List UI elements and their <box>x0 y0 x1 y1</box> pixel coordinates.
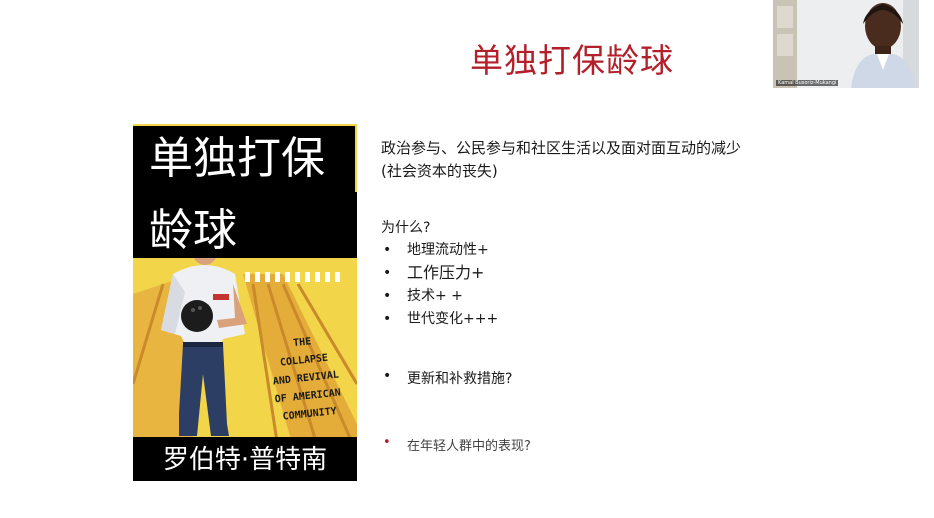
list-item: • 工作压力+ <box>381 262 498 285</box>
list-item-label: 世代变化+++ <box>407 311 499 327</box>
bullet-icon: • <box>383 368 392 384</box>
heading-line: (社会资本的丧失) <box>381 162 498 180</box>
list-item: • 世代变化+++ <box>381 308 498 331</box>
bullet-icon: • <box>383 242 392 258</box>
bullet-icon: • <box>383 288 392 304</box>
heading-line: 政治参与、公民参与和社区生活以及面对面互动的减少 <box>381 139 742 157</box>
youth-item: • 在年轻人群中的表现? <box>381 435 531 454</box>
why-label: 为什么? <box>381 220 431 236</box>
list-item: • 地理流动性+ <box>381 239 498 262</box>
slide-content: 政治参与、公民参与和社区生活以及面对面互动的减少 (社会资本的丧失) 为什么? … <box>381 137 821 454</box>
webcam-video-tile[interactable]: Kamal Busoriz-Mukangi <box>773 0 919 88</box>
reasons-list: • 地理流动性+ • 工作压力+ • 技术+ + • 世代变化+++ <box>381 239 498 331</box>
slide-heading: 政治参与、公民参与和社区生活以及面对面互动的减少 (社会资本的丧失) <box>381 137 821 183</box>
book-cover-image: 单独打保 龄球 THE COLLAPSE AND REVIVAL OF AMER… <box>133 124 357 481</box>
measures-item: • 更新和补救措施? <box>381 368 512 388</box>
youth-label: 在年轻人群中的表现? <box>407 439 531 454</box>
list-item: • 技术+ + <box>381 285 498 308</box>
bullet-icon: • <box>383 435 391 450</box>
bullet-icon: • <box>383 265 392 281</box>
list-item-label: 技术+ + <box>407 288 463 304</box>
measures-label: 更新和补救措施? <box>407 371 513 387</box>
speaker-video-frame <box>773 0 919 88</box>
participant-name: Kamal Busoriz-Mukangi <box>776 80 839 86</box>
book-author: 罗伯特·普特南 <box>133 437 357 481</box>
book-subtitle: THE COLLAPSE AND REVIVAL OF AMERICAN COM… <box>257 330 356 429</box>
list-item-label: 地理流动性+ <box>407 242 489 258</box>
bullet-icon: • <box>383 311 392 327</box>
book-title-line2: 龄球 <box>133 192 357 258</box>
list-item-label: 工作压力+ <box>407 263 485 282</box>
slide-title: 单独打保龄球 <box>470 41 674 80</box>
book-title-line1: 单独打保 <box>133 126 355 192</box>
